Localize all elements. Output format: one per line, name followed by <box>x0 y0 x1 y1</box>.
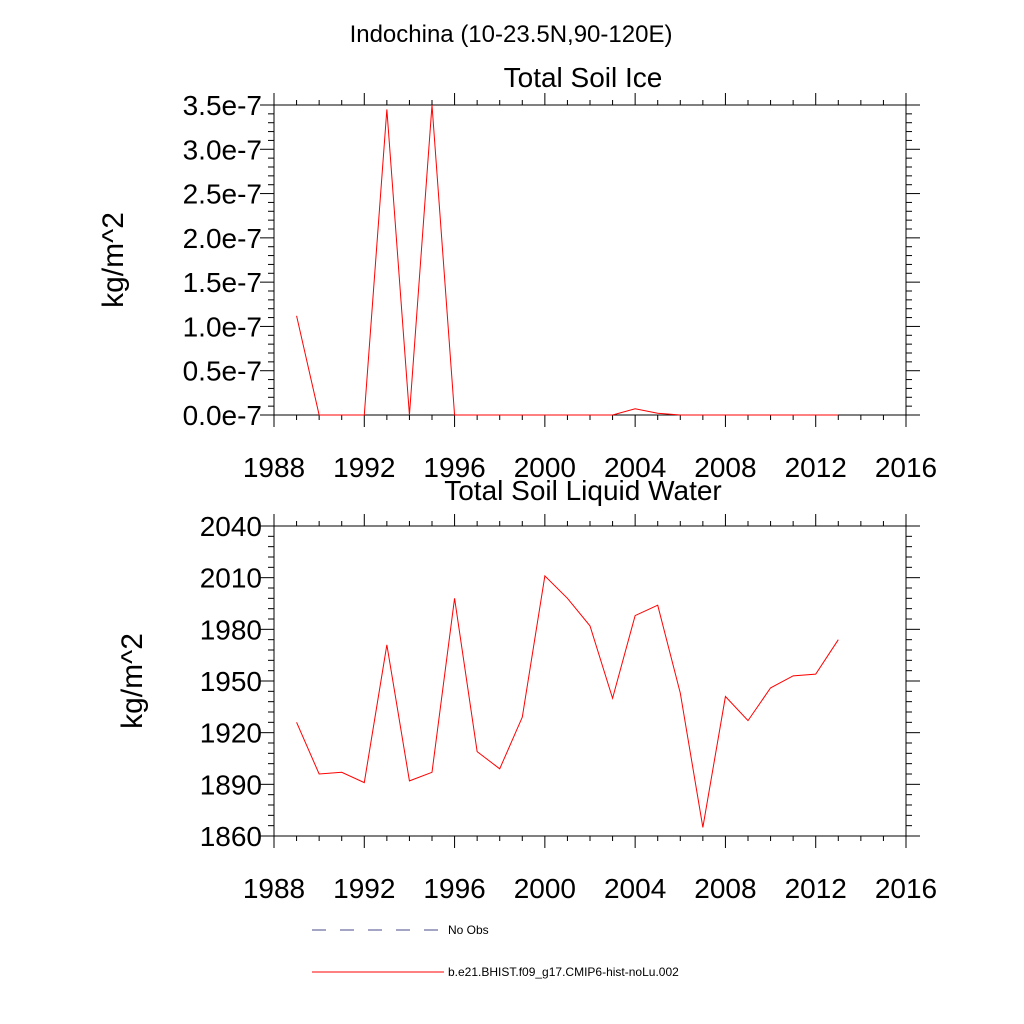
y-axis-label: kg/m^2 <box>116 633 149 729</box>
y-tick-label: 3.0e-7 <box>183 134 262 165</box>
chart-title: Total Soil Ice <box>504 62 663 93</box>
y-tick-label: 1860 <box>200 821 262 852</box>
page-title: Indochina (10-23.5N,90-120E) <box>350 21 673 48</box>
y-tick-label: 1.5e-7 <box>183 267 262 298</box>
y-tick-label: 1.0e-7 <box>183 311 262 342</box>
x-tick-label: 2008 <box>694 873 756 904</box>
x-tick-label: 2016 <box>875 873 937 904</box>
x-tick-label: 1988 <box>243 452 305 483</box>
panel-total-soil-ice: Total Soil Ice kg/m^2 1988 1992 1996 2000 2004… <box>97 62 937 483</box>
y-tick-label: 3.5e-7 <box>183 90 262 121</box>
x-tick-label: 2008 <box>694 452 756 483</box>
x-tick-label: 2016 <box>875 452 937 483</box>
x-tick-label: 1996 <box>423 452 485 483</box>
plot-frame <box>273 104 907 416</box>
x-tick-label: 2000 <box>514 873 576 904</box>
x-tick-label: 1992 <box>333 873 395 904</box>
legend-model-label: b.e21.BHIST.f09_g17.CMIP6-hist-noLu.002 <box>448 965 679 979</box>
x-tick-label: 1988 <box>243 873 305 904</box>
x-tick-label: 2004 <box>604 452 666 483</box>
x-tick-label: 2004 <box>604 873 666 904</box>
y-tick-label: 1950 <box>200 666 262 697</box>
y-tick-label: 2.0e-7 <box>183 223 262 254</box>
x-tick-label: 2012 <box>785 452 847 483</box>
series-line <box>296 104 839 416</box>
x-tick-label: 1996 <box>423 873 485 904</box>
x-tick-label: 2000 <box>514 452 576 483</box>
y-tick-label: 2040 <box>200 511 262 542</box>
legend-obs-label: No Obs <box>448 923 489 937</box>
y-tick-label: 1980 <box>200 614 262 645</box>
x-tick-label: 1992 <box>333 452 395 483</box>
series-line <box>296 574 839 828</box>
x-tick-label: 2012 <box>785 873 847 904</box>
y-tick-label: 1890 <box>200 769 262 800</box>
y-tick-label: 2.5e-7 <box>183 179 262 210</box>
y-tick-label: 0.0e-7 <box>183 400 262 431</box>
panel-total-soil-liquid-water: Total Soil Liquid Water kg/m^2 1988 1992 199… <box>116 475 937 904</box>
y-axis-label: kg/m^2 <box>97 212 130 308</box>
y-tick-label: 2010 <box>200 563 262 594</box>
chart-title: Total Soil Liquid Water <box>444 475 722 506</box>
y-tick-label: 1920 <box>200 718 262 749</box>
plot-frame <box>273 525 907 837</box>
y-tick-label: 0.5e-7 <box>183 356 262 387</box>
legend: No Obs b.e21.BHIST.f09_g17.CMIP6-hist-no… <box>312 923 679 979</box>
